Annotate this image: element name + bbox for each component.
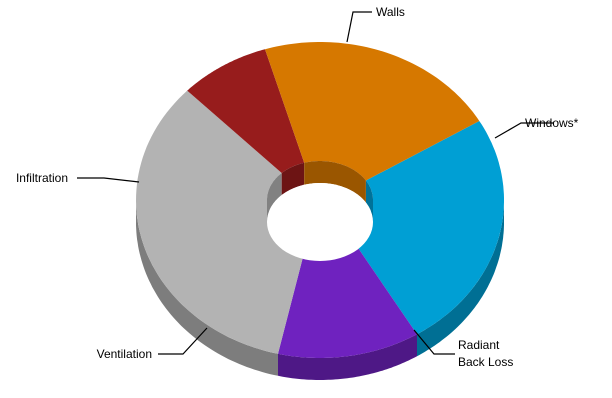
slice-inner-wall-ventilation — [281, 162, 305, 195]
slice-radiant-back-loss — [136, 90, 308, 354]
callout-line-walls — [346, 11, 372, 43]
slice-side-windows — [278, 334, 417, 380]
slice-side-radiant-back-loss — [136, 200, 278, 376]
slice-label-infiltration: Infiltration — [16, 171, 68, 185]
slice-ventilation — [187, 49, 305, 174]
callout-line-radiant-back-loss — [413, 329, 455, 355]
slice-infiltration — [265, 42, 480, 181]
slice-label-radiant-back-loss: Radiant Back Loss — [458, 338, 513, 369]
slice-label-windows: Windows* — [525, 116, 579, 130]
slice-side-walls — [417, 200, 504, 357]
slice-label-ventilation: Ventilation — [97, 347, 152, 361]
callout-line-infiltration — [77, 177, 140, 183]
slice-windows — [278, 233, 417, 358]
donut-hole — [267, 183, 373, 261]
slice-walls — [347, 121, 504, 335]
slice-inner-wall-infiltration — [304, 161, 366, 203]
callout-line-ventilation — [158, 327, 208, 355]
slice-label-walls: Walls — [376, 5, 405, 19]
callout-line-windows — [494, 122, 554, 139]
slice-inner-wall-radiant-back-loss — [267, 173, 282, 222]
slice-inner-wall-walls — [365, 180, 373, 222]
